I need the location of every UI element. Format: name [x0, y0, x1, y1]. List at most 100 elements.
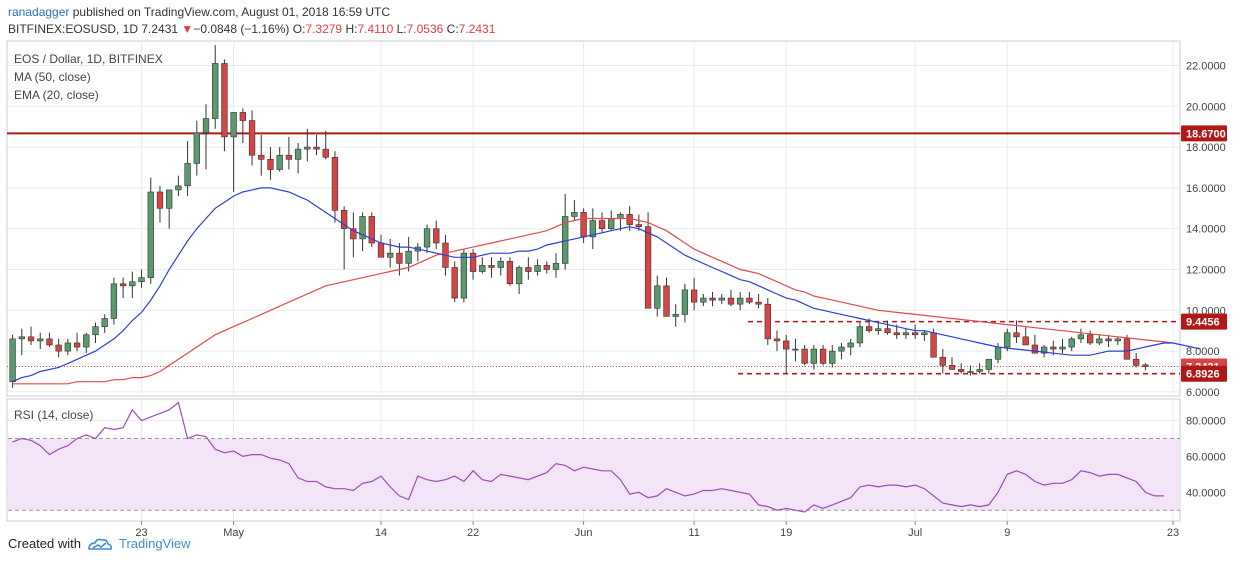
- high-value: 7.4110: [357, 22, 394, 36]
- tradingview-logo-icon: [88, 538, 112, 550]
- candle-body: [110, 283, 118, 319]
- candle-body: [525, 267, 532, 272]
- time-tick-label: 14: [375, 527, 387, 539]
- candle-body: [92, 326, 99, 336]
- candle-body: [755, 301, 762, 305]
- candle-body: [598, 220, 606, 230]
- candle-body: [64, 342, 72, 352]
- candle-body: [350, 228, 357, 240]
- down-arrow-icon: ▼: [181, 22, 194, 36]
- candle-body: [819, 348, 827, 364]
- horizontal-levels: [7, 132, 1180, 375]
- candle-body: [976, 369, 983, 372]
- rsi-tick-label: 60.0000: [1186, 451, 1226, 463]
- price-change: −0.0848 (−1.16%): [193, 22, 290, 36]
- ohlc-line: BITFINEX:EOSUSD, 1D 7.2431 ▼−0.0848 (−1.…: [8, 22, 495, 36]
- rsi-legend: RSI (14, close): [14, 408, 93, 422]
- candle-body: [101, 318, 108, 327]
- candle-body: [313, 146, 320, 150]
- candle-body: [27, 336, 35, 342]
- price-tick-label: 20.0000: [1186, 101, 1226, 113]
- candle-body: [368, 216, 375, 244]
- candle-body: [1077, 334, 1085, 340]
- chart-title: EOS / Dollar, 1D, BITFINEX: [14, 52, 163, 66]
- candle-body: [552, 263, 560, 270]
- candle-body: [829, 350, 836, 364]
- candle-body: [690, 289, 698, 303]
- candle-body: [810, 348, 818, 364]
- candle-body: [1050, 346, 1057, 350]
- candle-body: [617, 214, 624, 219]
- candle-body: [1086, 334, 1094, 344]
- symbol-label: BITFINEX:EOSUSD, 1D: [8, 22, 139, 36]
- candle-body: [129, 281, 136, 287]
- candle-body: [239, 112, 247, 121]
- candle-body: [967, 371, 974, 373]
- ma-line: [12, 187, 1201, 383]
- time-tick-label: 23: [135, 527, 147, 539]
- candle-body: [921, 332, 928, 336]
- candle-body: [792, 348, 799, 351]
- time-tick-label: 19: [780, 527, 792, 539]
- candle-body: [55, 344, 62, 352]
- time-tick-label: Jul: [908, 527, 922, 539]
- candle-body: [893, 332, 900, 336]
- footer: Created with TradingView: [8, 536, 191, 551]
- candle-body: [405, 250, 412, 264]
- price-tick-label: 6.0000: [1186, 387, 1220, 399]
- candle-body: [506, 261, 514, 285]
- tradingview-link[interactable]: TradingView: [118, 536, 191, 551]
- close-value: 7.2431: [458, 22, 496, 36]
- rsi-line: [12, 401, 1164, 513]
- candle-body: [718, 297, 725, 301]
- candle-body: [764, 303, 771, 340]
- publish-info: published on TradingView.com, August 01,…: [69, 5, 391, 19]
- candle-body: [147, 191, 154, 278]
- rsi-band-fill: [8, 438, 1180, 511]
- candle-body: [838, 346, 845, 352]
- indicator-lines: [12, 187, 1201, 513]
- ema-line: [12, 217, 1174, 385]
- candle-body: [608, 218, 615, 230]
- candle-body: [515, 267, 523, 285]
- candle-body: [644, 226, 652, 309]
- time-axis: 23May1422Jun1119Jul923Aug: [135, 521, 1179, 539]
- candle-body: [939, 356, 946, 366]
- candle-body: [377, 242, 385, 258]
- time-tick-label: May: [223, 527, 244, 539]
- author-link[interactable]: ranadagger: [8, 5, 70, 19]
- candle-body: [387, 252, 394, 258]
- candle-body: [258, 154, 265, 160]
- range-bottom-badge: 6.8926: [1186, 369, 1220, 381]
- time-tick-label: 9: [1004, 527, 1010, 539]
- candle-body: [138, 277, 145, 283]
- ma-legend: MA (50, close): [14, 70, 91, 84]
- candle-body: [184, 163, 191, 187]
- time-tick-label: Jun: [575, 527, 593, 539]
- candle-body: [1096, 338, 1103, 344]
- candle-body: [543, 265, 550, 270]
- time-tick-label: 22: [467, 527, 479, 539]
- candle-body: [230, 112, 237, 138]
- candle-body: [294, 148, 302, 160]
- candle-body: [663, 285, 670, 317]
- candle-body: [672, 314, 679, 317]
- candle-body: [46, 338, 53, 346]
- candle-body: [884, 328, 891, 334]
- candle-body: [212, 63, 219, 119]
- candle-body: [322, 148, 329, 158]
- rsi-tick-label: 80.0000: [1186, 416, 1226, 428]
- candle-body: [875, 328, 882, 332]
- candle-body: [737, 297, 744, 305]
- low-value: 7.0536: [406, 22, 444, 36]
- candle-body: [727, 297, 735, 305]
- candle-body: [911, 332, 919, 336]
- candle-body: [856, 326, 864, 344]
- candle-body: [73, 342, 81, 348]
- high-label: H:: [345, 22, 358, 36]
- candle-body: [654, 285, 661, 309]
- candle-body: [423, 228, 431, 248]
- resistance-badge-bg: [1181, 125, 1227, 142]
- candle-body: [681, 289, 689, 315]
